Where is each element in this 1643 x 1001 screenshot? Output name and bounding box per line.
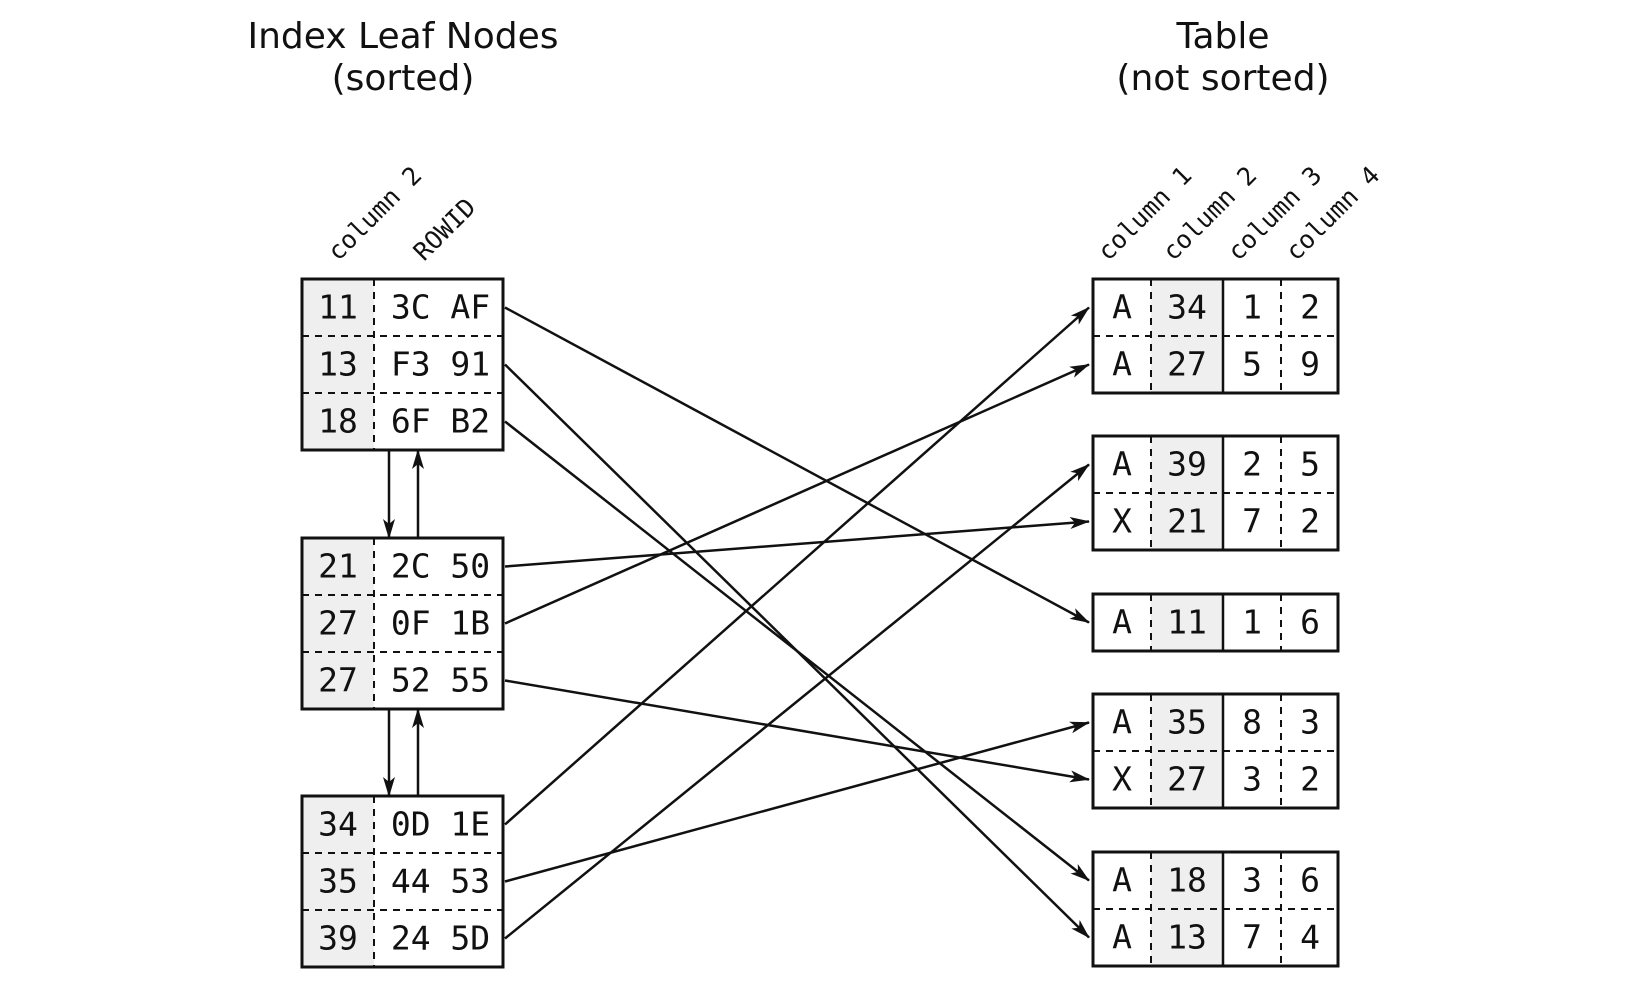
rowid-pointer-arrow: [504, 679, 1090, 783]
table-block: A 18 3 6 A 13 7 4: [1091, 850, 1340, 968]
table-cell-col3: 3: [1242, 861, 1262, 900]
index-header-1: ROWID: [408, 193, 482, 267]
index-key: 39: [318, 919, 358, 958]
index-rowid: 3C AF: [391, 288, 490, 327]
table-cell-col2: 35: [1167, 703, 1207, 742]
rowid-pointer-arrow: [504, 463, 1090, 940]
table-cell-col2: 18: [1167, 861, 1207, 900]
table-cell-col1: A: [1112, 918, 1132, 957]
table-cell-col4: 6: [1300, 861, 1320, 900]
table-cell-col4: 2: [1300, 760, 1320, 799]
index-leaf-node: 21 2C 50 27 0F 1B 27 52 55: [300, 536, 505, 711]
rowid-pointer-arrow: [504, 721, 1090, 883]
rowid-pointer-arrow: [504, 306, 1090, 624]
table-cell-col2: 34: [1167, 288, 1207, 327]
index-title-line2: (sorted): [332, 58, 475, 99]
index-title-line1: Index Leaf Nodes: [247, 16, 558, 57]
table-cell-col1: A: [1112, 445, 1132, 484]
table-block: A 35 8 3X 27 3 2: [1091, 692, 1340, 810]
table-cell-col3: 1: [1242, 603, 1262, 642]
table-block: A 34 1 2 A 27 5 9: [1091, 277, 1340, 395]
index-rowid: 44 53: [391, 862, 490, 901]
table-cell-col4: 5: [1300, 445, 1320, 484]
leaf-node-links: [383, 449, 424, 797]
index-key: 34: [318, 805, 358, 844]
rowid-pointers: [504, 306, 1090, 940]
table-cell-col3: 1: [1242, 288, 1262, 327]
table-title-line1: Table: [1175, 16, 1269, 57]
table-cell-col1: A: [1112, 861, 1132, 900]
index-leaf-node: 34 0D 1E 35 44 53 39 24 5D: [300, 794, 505, 969]
table-cell-col2: 21: [1167, 502, 1207, 541]
index-key: 18: [318, 402, 358, 441]
table-cell-col4: 2: [1300, 502, 1320, 541]
table-cell-col4: 3: [1300, 703, 1320, 742]
index-key: 13: [318, 345, 358, 384]
table-cell-col1: A: [1112, 345, 1132, 384]
table-cell-col4: 2: [1300, 288, 1320, 327]
table-cell-col1: X: [1112, 502, 1132, 541]
rowid-pointer-arrow: [504, 420, 1090, 882]
index-rowid: 0D 1E: [391, 805, 490, 844]
table-title-line2: (not sorted): [1116, 58, 1329, 99]
index-key: 27: [318, 604, 358, 643]
table-cell-col4: 9: [1300, 345, 1320, 384]
index-leaf-node: 11 3C AF 13 F3 91 18 6F B2: [300, 277, 505, 452]
rowid-pointer-arrow: [504, 306, 1090, 826]
index-rowid: 52 55: [391, 661, 490, 700]
table-cell-col2: 39: [1167, 445, 1207, 484]
index-key: 21: [318, 547, 358, 586]
table-cell-col1: A: [1112, 703, 1132, 742]
table-cell-col3: 8: [1242, 703, 1262, 742]
table-cell-col1: A: [1112, 603, 1132, 642]
index-rowid: 2C 50: [391, 547, 490, 586]
table-block: A 39 2 5X 21 7 2: [1091, 434, 1340, 552]
index-key: 27: [318, 661, 358, 700]
table-cell-col3: 5: [1242, 345, 1262, 384]
index-rowid: 24 5D: [391, 919, 490, 958]
table-cell-col2: 27: [1167, 345, 1207, 384]
table-cell-col3: 7: [1242, 918, 1262, 957]
table-cell-col3: 2: [1242, 445, 1262, 484]
table-cell-col1: X: [1112, 760, 1132, 799]
index-leaf-nodes: 11 3C AF 13 F3 91 18 6F B2 21 2C 50 27 0F 1B 27 52 …: [300, 277, 505, 969]
table-cell-col3: 7: [1242, 502, 1262, 541]
table-cell-col3: 3: [1242, 760, 1262, 799]
rowid-pointer-arrow: [504, 516, 1090, 568]
rowid-pointer-arrow: [504, 363, 1090, 625]
index-key: 11: [318, 288, 358, 327]
table-cell-col4: 4: [1300, 918, 1320, 957]
index-key: 35: [318, 862, 358, 901]
index-rowid: 0F 1B: [391, 604, 490, 643]
index-rowid: F3 91: [391, 345, 490, 384]
table-cell-col4: 6: [1300, 603, 1320, 642]
index-rowid: 6F B2: [391, 402, 490, 441]
table-block: A 11 1 6: [1091, 592, 1340, 653]
table-cell-col2: 11: [1167, 603, 1207, 642]
table-cell-col2: 27: [1167, 760, 1207, 799]
table-blocks: A 34 1 2A 27 5 9A 39 2 5X 21 7 2A 11 1 6A 35 8 3X 27 3 2A 18 3 6…: [1091, 277, 1340, 968]
table-cell-col1: A: [1112, 288, 1132, 327]
table-cell-col2: 13: [1167, 918, 1207, 957]
